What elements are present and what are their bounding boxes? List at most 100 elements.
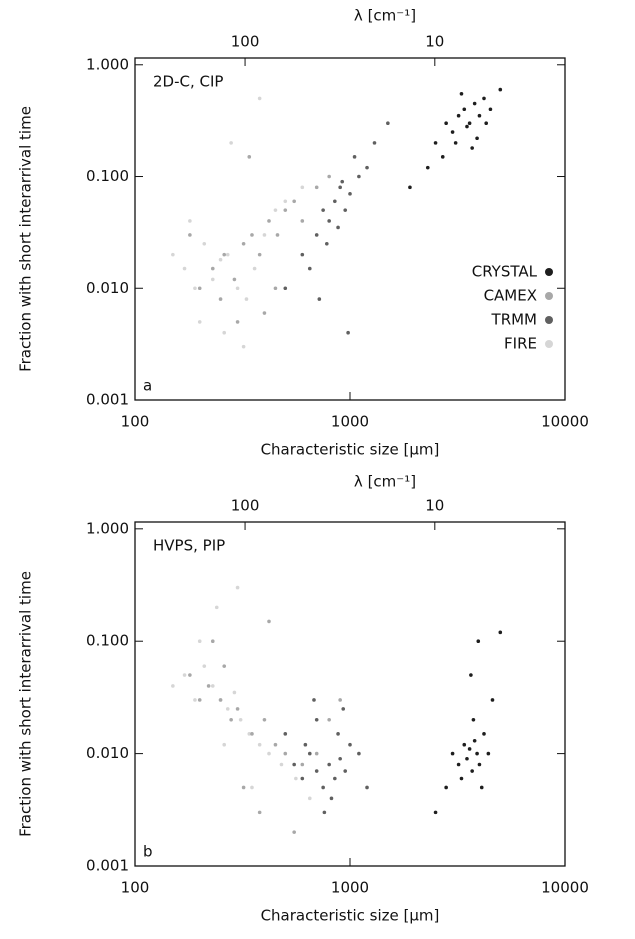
data-point (498, 630, 503, 635)
data-point (314, 769, 319, 773)
data-point (488, 107, 493, 112)
data-point (300, 219, 305, 223)
panel-label: b (143, 843, 153, 861)
data-point (317, 297, 322, 301)
data-point (467, 121, 472, 126)
data-point (470, 146, 474, 150)
data-point (482, 96, 486, 101)
data-point (218, 698, 223, 702)
data-point (321, 208, 325, 212)
data-point (303, 742, 308, 747)
data-point (193, 286, 197, 291)
data-point (312, 698, 316, 702)
data-point (210, 266, 215, 271)
y-tick-label: 0.001 (86, 391, 129, 409)
x2-axis-label: λ [cm⁻¹] (354, 473, 416, 491)
data-point (462, 742, 467, 747)
data-point (182, 266, 187, 271)
data-point (477, 113, 482, 118)
data-point (267, 219, 271, 223)
x-axis-label: Characteristic size [μm] (261, 441, 440, 459)
data-point (341, 707, 346, 711)
data-point (372, 141, 377, 145)
data-point (472, 101, 477, 106)
data-point (202, 664, 207, 668)
data-point (336, 732, 340, 736)
data-point (314, 185, 319, 190)
data-point (307, 796, 312, 801)
data-point (262, 233, 267, 237)
x2-tick-label: 10 (425, 497, 444, 515)
data-point (338, 185, 342, 190)
data-point (247, 732, 252, 736)
data-point (314, 717, 319, 722)
data-point (222, 664, 227, 668)
data-point (338, 698, 342, 702)
x2-tick-label: 100 (231, 497, 260, 515)
data-point (267, 751, 271, 756)
data-point (325, 241, 329, 246)
data-point (222, 330, 227, 335)
data-point (336, 225, 340, 230)
plot-frame (134, 521, 566, 867)
legend-marker (545, 340, 553, 348)
data-point (283, 199, 288, 204)
data-point (321, 785, 325, 790)
x-tick-label: 10000 (541, 413, 589, 431)
data-point (348, 742, 352, 747)
legend-label: FIRE (504, 335, 537, 353)
data-point (188, 233, 192, 237)
data-point (300, 185, 305, 190)
data-point (343, 769, 348, 773)
x-tick-label: 1000 (331, 879, 369, 897)
data-point (283, 732, 288, 736)
data-point (262, 717, 267, 722)
data-point (465, 124, 469, 129)
data-point (444, 785, 448, 790)
data-point (469, 673, 473, 677)
data-point (182, 673, 187, 677)
annotation: 2D-C, CIP (153, 73, 223, 91)
data-point (232, 690, 237, 695)
data-point (433, 810, 438, 815)
x2-tick-label: 10 (425, 33, 444, 51)
data-point (477, 762, 482, 767)
data-point (292, 830, 296, 834)
data-point (459, 91, 464, 96)
data-point (327, 174, 331, 179)
legend-marker (545, 316, 553, 324)
legend-label: TRMM (491, 311, 537, 329)
x-tick-label: 10000 (541, 879, 589, 897)
data-point (229, 141, 233, 145)
data-point (273, 742, 278, 747)
data-point (250, 732, 254, 736)
data-point (218, 297, 223, 301)
data-point (197, 320, 202, 324)
y-tick-label: 0.010 (86, 744, 129, 762)
data-point (450, 130, 455, 134)
data-point (338, 756, 342, 761)
data-point (333, 199, 337, 204)
data-point (241, 785, 246, 790)
y-tick-label: 0.001 (86, 857, 129, 875)
data-point (225, 252, 230, 257)
data-point (222, 742, 227, 747)
data-point (283, 208, 288, 212)
data-point (257, 810, 262, 815)
legend-label: CRYSTAL (472, 263, 538, 281)
data-point (462, 107, 467, 112)
data-point (472, 739, 477, 743)
data-point (314, 751, 319, 756)
data-point (365, 785, 369, 790)
data-point (444, 121, 448, 126)
data-point (470, 769, 474, 773)
data-point (273, 286, 278, 291)
data-point (340, 179, 345, 184)
data-point (465, 756, 469, 761)
data-point (273, 208, 278, 212)
data-point (453, 141, 458, 145)
data-point (188, 673, 192, 677)
data-point (333, 776, 337, 781)
data-point (257, 96, 262, 101)
